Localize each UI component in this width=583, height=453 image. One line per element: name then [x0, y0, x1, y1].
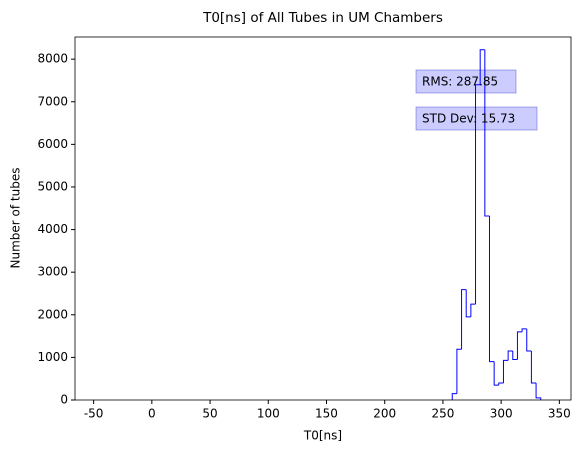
y-tick-label: 1000: [37, 350, 68, 364]
x-tick-label: -50: [84, 407, 104, 421]
annotation-box: [415, 69, 517, 94]
y-tick-label: 6000: [37, 137, 68, 151]
histogram-bar: [535, 382, 542, 400]
x-tick-label: 250: [431, 407, 454, 421]
histogram-bar: [456, 348, 462, 394]
y-tick-label: 7000: [37, 94, 68, 108]
histogram-bar: [498, 382, 504, 386]
y-tick-label: 3000: [37, 265, 68, 279]
histogram-bar: [530, 351, 537, 384]
x-tick-label: 300: [490, 407, 513, 421]
annotation: RMS: 287.85: [422, 75, 498, 89]
histogram-bar: [507, 350, 513, 361]
histogram-bar: [470, 303, 476, 317]
chart-title: T0[ns] of All Tubes in UM Chambers: [202, 10, 443, 26]
histogram-bar: [484, 49, 490, 217]
x-tick-label: 200: [373, 407, 396, 421]
histogram-bar: [461, 289, 467, 350]
y-tick-label: 5000: [37, 179, 68, 193]
histogram-bar: [521, 328, 527, 332]
histogram-bar: [479, 49, 485, 85]
y-tick-label: 4000: [37, 222, 68, 236]
y-axis-label: Number of tubes: [9, 168, 23, 269]
histogram-bar: [465, 289, 471, 318]
histogram-bar: [475, 84, 481, 305]
x-tick-label: 150: [315, 407, 338, 421]
annotation: STD Dev: 15.73: [422, 112, 515, 126]
x-tick-label: 50: [202, 407, 217, 421]
histogram-bar: [502, 359, 509, 383]
plot-frame: [74, 36, 572, 401]
histogram-bar: [516, 331, 523, 360]
histogram-bar: [493, 361, 499, 386]
y-tick-label: 8000: [37, 52, 68, 66]
x-tick-label: 100: [257, 407, 280, 421]
histogram-bar: [512, 351, 518, 361]
x-axis-label: T0[ns]: [303, 429, 342, 443]
y-tick-label: 0: [60, 393, 68, 407]
histogram-bar: [488, 215, 495, 363]
histogram-bar: [451, 393, 457, 400]
x-tick-label: 350: [548, 407, 571, 421]
annotation-box: [415, 106, 538, 131]
y-tick-label: 2000: [37, 307, 68, 321]
histogram-bar: [526, 328, 532, 352]
x-tick-label: 0: [148, 407, 156, 421]
